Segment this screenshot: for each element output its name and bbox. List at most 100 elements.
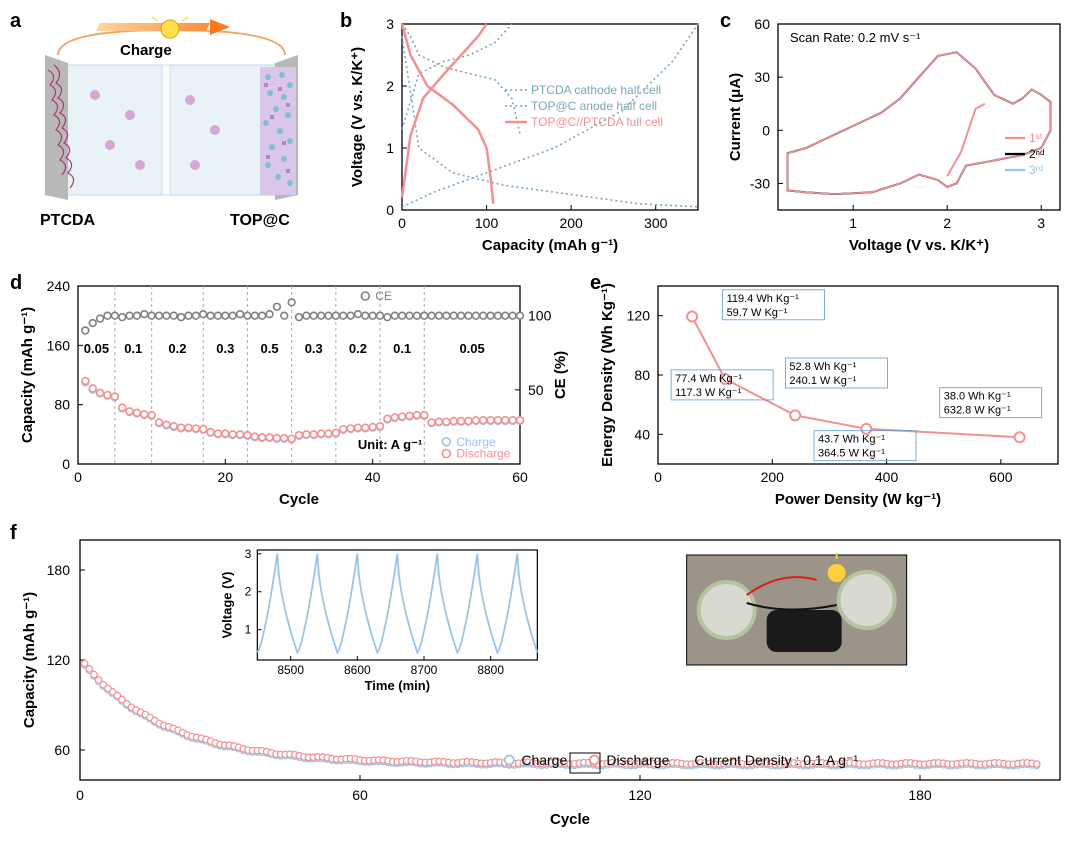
svg-text:Cycle: Cycle	[550, 811, 590, 828]
panel-b-chart: 01002003000123Capacity (mAh g⁻¹)Voltage …	[340, 10, 710, 260]
svg-text:60: 60	[352, 787, 368, 803]
svg-text:632.8 W Kg⁻¹: 632.8 W Kg⁻¹	[944, 405, 1011, 417]
svg-text:0.1: 0.1	[393, 341, 411, 356]
svg-text:0: 0	[74, 469, 82, 485]
svg-text:52.8 Wh Kg⁻¹: 52.8 Wh Kg⁻¹	[789, 361, 856, 373]
panel-b: b 01002003000123Capacity (mAh g⁻¹)Voltag…	[340, 10, 710, 260]
svg-text:400: 400	[875, 469, 899, 485]
svg-text:Current (μA): Current (μA)	[727, 73, 744, 161]
svg-text:Capacity (mAh g⁻¹): Capacity (mAh g⁻¹)	[19, 307, 36, 443]
panel-e-chart: 02004006004080120Power Density (W kg⁻¹)E…	[590, 272, 1070, 512]
svg-text:3ʳᵈ: 3ʳᵈ	[1029, 163, 1044, 177]
panel-a-schematic: Charge PTCDA TOP@C	[30, 15, 330, 255]
svg-text:Voltage (V vs. K/K⁺): Voltage (V vs. K/K⁺)	[349, 47, 366, 187]
topc-label: TOP@C	[230, 212, 290, 229]
panel-e-label: e	[590, 272, 601, 295]
svg-text:0: 0	[762, 122, 770, 138]
panel-c: c 123-3003060Voltage (V vs. K/K⁺)Current…	[720, 10, 1070, 260]
svg-text:Unit: A g⁻¹: Unit: A g⁻¹	[358, 437, 422, 452]
svg-text:300: 300	[644, 215, 668, 231]
panel-f-label: f	[10, 522, 17, 545]
svg-text:1: 1	[386, 140, 394, 156]
panel-a: a	[10, 10, 320, 260]
svg-text:120: 120	[47, 652, 71, 668]
svg-text:119.4 Wh Kg⁻¹: 119.4 Wh Kg⁻¹	[727, 293, 800, 305]
svg-text:200: 200	[559, 215, 583, 231]
svg-text:60: 60	[754, 16, 770, 32]
svg-text:117.3 W Kg⁻¹: 117.3 W Kg⁻¹	[675, 387, 741, 399]
svg-text:0: 0	[398, 215, 406, 231]
svg-text:240.1 W Kg⁻¹: 240.1 W Kg⁻¹	[789, 375, 856, 387]
svg-text:TOP@C anode half cell: TOP@C anode half cell	[531, 99, 657, 113]
svg-text:600: 600	[989, 469, 1013, 485]
svg-text:0: 0	[62, 456, 70, 472]
svg-text:50: 50	[528, 382, 544, 398]
svg-text:Discharge: Discharge	[456, 447, 510, 461]
svg-text:CE (%): CE (%)	[552, 351, 569, 399]
panel-d-label: d	[10, 272, 22, 295]
svg-text:30: 30	[754, 69, 770, 85]
svg-text:0.2: 0.2	[349, 341, 367, 356]
svg-text:8700: 8700	[411, 663, 438, 677]
panel-b-label: b	[340, 10, 352, 33]
svg-text:PTCDA cathode half cell: PTCDA cathode half cell	[531, 83, 661, 97]
svg-text:43.7 Wh Kg⁻¹: 43.7 Wh Kg⁻¹	[818, 434, 885, 446]
svg-text:240: 240	[47, 278, 71, 294]
svg-text:Capacity (mAh g⁻¹): Capacity (mAh g⁻¹)	[21, 592, 38, 728]
svg-text:Voltage (V vs. K/K⁺): Voltage (V vs. K/K⁺)	[849, 237, 989, 254]
svg-text:38.0 Wh Kg⁻¹: 38.0 Wh Kg⁻¹	[944, 391, 1011, 403]
svg-text:TOP@C//PTCDA full cell: TOP@C//PTCDA full cell	[531, 115, 663, 129]
svg-text:100: 100	[475, 215, 499, 231]
svg-text:8500: 8500	[277, 663, 304, 677]
svg-text:0: 0	[76, 787, 84, 803]
svg-text:0.05: 0.05	[459, 341, 484, 356]
svg-text:Time (min): Time (min)	[365, 678, 431, 693]
svg-text:0.1: 0.1	[124, 341, 142, 356]
svg-text:3: 3	[386, 16, 394, 32]
svg-text:3: 3	[1037, 215, 1045, 231]
panel-c-label: c	[720, 10, 731, 33]
svg-text:8600: 8600	[344, 663, 371, 677]
svg-text:100: 100	[528, 308, 552, 324]
svg-text:0: 0	[386, 202, 394, 218]
panel-d-chart: 020406008016024050100CycleCapacity (mAh …	[10, 272, 580, 512]
svg-text:1: 1	[849, 215, 857, 231]
svg-text:2: 2	[943, 215, 951, 231]
svg-text:1ˢᵗ: 1ˢᵗ	[1029, 131, 1043, 145]
svg-text:40: 40	[634, 426, 650, 442]
svg-text:40: 40	[365, 469, 381, 485]
svg-text:77.4 Wh Kg⁻¹: 77.4 Wh Kg⁻¹	[675, 373, 742, 385]
svg-text:Energy Density (Wh Kg⁻¹): Energy Density (Wh Kg⁻¹)	[599, 283, 616, 467]
svg-text:59.7 W Kg⁻¹: 59.7 W Kg⁻¹	[727, 307, 788, 319]
svg-text:20: 20	[218, 469, 234, 485]
svg-text:3: 3	[245, 547, 252, 561]
svg-text:CE: CE	[375, 289, 392, 303]
svg-text:Power Density (W kg⁻¹): Power Density (W kg⁻¹)	[775, 491, 941, 508]
svg-text:1: 1	[245, 623, 252, 637]
svg-text:0.2: 0.2	[168, 341, 186, 356]
svg-text:Discharge: Discharge	[606, 752, 669, 768]
svg-text:0.05: 0.05	[84, 341, 109, 356]
svg-text:Charge: Charge	[521, 752, 567, 768]
svg-text:0.3: 0.3	[305, 341, 323, 356]
svg-text:0.3: 0.3	[216, 341, 234, 356]
svg-text:Scan Rate: 0.2 mV s⁻¹: Scan Rate: 0.2 mV s⁻¹	[790, 30, 921, 45]
svg-text:120: 120	[628, 787, 652, 803]
svg-text:2ⁿᵈ: 2ⁿᵈ	[1029, 147, 1045, 161]
charge-label: Charge	[120, 42, 172, 59]
svg-text:80: 80	[634, 367, 650, 383]
svg-text:Current Density : 0.1 A g⁻¹: Current Density : 0.1 A g⁻¹	[694, 752, 858, 768]
svg-text:Cycle: Cycle	[279, 491, 319, 508]
svg-text:200: 200	[761, 469, 785, 485]
ptcda-label: PTCDA	[40, 212, 96, 229]
svg-text:8800: 8800	[477, 663, 504, 677]
svg-text:Voltage (V): Voltage (V)	[219, 572, 234, 639]
svg-text:2: 2	[245, 585, 252, 599]
panel-d: d 020406008016024050100CycleCapacity (mA…	[10, 272, 580, 512]
svg-text:0: 0	[654, 469, 662, 485]
panel-c-chart: 123-3003060Voltage (V vs. K/K⁺)Current (…	[720, 10, 1070, 260]
panel-f-chart: 06012018060120180CycleCapacity (mAh g⁻¹)…	[10, 522, 1070, 837]
panel-f: f 06012018060120180CycleCapacity (mAh g⁻…	[10, 522, 1070, 837]
svg-text:0.5: 0.5	[260, 341, 278, 356]
svg-text:2: 2	[386, 78, 394, 94]
